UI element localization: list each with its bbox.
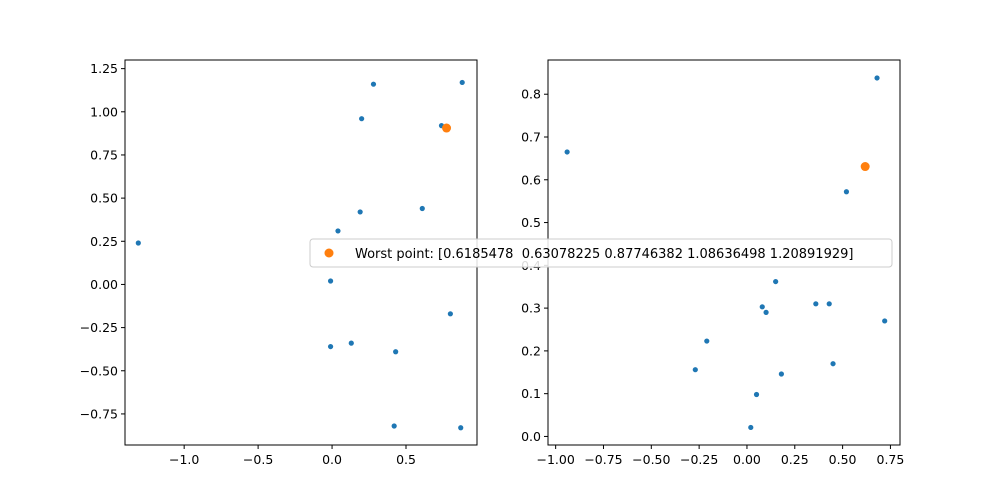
y-tick-label: 0.00 [90, 277, 118, 292]
y-tick-label: 0.3 [521, 301, 541, 316]
data-point [813, 301, 819, 307]
data-point [882, 318, 888, 324]
data-point [447, 311, 453, 317]
data-point [830, 361, 836, 367]
x-tick-label: 0.25 [781, 452, 809, 467]
data-point [135, 240, 141, 246]
data-point [748, 424, 754, 431]
y-tick-label: 0.75 [90, 147, 118, 162]
y-tick-label: 0.6 [521, 172, 541, 187]
x-tick-label: 0.5 [396, 452, 416, 467]
data-point [327, 343, 334, 350]
y-tick-label: −0.75 [80, 406, 118, 421]
data-point [773, 278, 779, 285]
x-tick-label: −1.0 [169, 452, 199, 467]
y-tick-label: 0.5 [521, 215, 541, 230]
data-point [704, 338, 710, 344]
y-tick-label: 0.1 [521, 386, 541, 401]
x-tick-label: −0.75 [584, 452, 622, 467]
data-point [327, 278, 334, 284]
y-tick-label: 0.7 [521, 130, 541, 145]
y-tick-label: 1.00 [90, 104, 118, 119]
x-tick-label: 0.00 [733, 452, 761, 467]
x-tick-label: −1.00 [536, 452, 574, 467]
x-tick-label: 0.75 [877, 452, 905, 467]
data-point [458, 425, 464, 431]
data-point [370, 81, 377, 87]
data-point [335, 228, 341, 234]
legend-box [309, 238, 893, 268]
data-point [393, 349, 399, 355]
x-tick-label: 0.50 [829, 452, 857, 467]
y-tick-label: 0.2 [521, 343, 541, 358]
legend-marker [324, 248, 334, 258]
data-point [359, 116, 365, 122]
data-point [874, 75, 880, 81]
data-point [763, 309, 769, 315]
x-tick-label: 0.0 [322, 452, 342, 467]
x-tick-label: −0.25 [680, 452, 718, 467]
legend-label: Worst point: [0.6185478 0.63078225 0.877… [355, 247, 853, 262]
worst-point-marker [442, 123, 452, 133]
data-point [692, 367, 698, 373]
data-point [459, 79, 465, 86]
y-tick-label: −0.50 [80, 363, 118, 378]
y-tick-label: 0.50 [90, 191, 118, 206]
y-tick-label: −0.25 [80, 320, 118, 335]
data-point [826, 301, 832, 307]
data-point [564, 149, 570, 155]
legend: Worst point: [0.6185478 0.63078225 0.877… [309, 238, 893, 268]
x-tick-label: −0.50 [632, 452, 670, 467]
data-point [778, 371, 784, 377]
data-point [753, 391, 760, 398]
data-point [391, 423, 397, 429]
worst-point-marker [860, 162, 870, 172]
y-tick-label: 0.25 [90, 234, 118, 249]
y-tick-label: 0.0 [521, 429, 541, 444]
x-tick-label: −0.5 [243, 452, 273, 467]
data-point [419, 205, 425, 212]
data-point [348, 340, 354, 346]
y-tick-label: 1.25 [90, 61, 118, 76]
data-point [357, 209, 363, 215]
y-tick-label: 0.8 [521, 87, 541, 102]
data-point [759, 304, 765, 310]
data-point [843, 189, 850, 195]
